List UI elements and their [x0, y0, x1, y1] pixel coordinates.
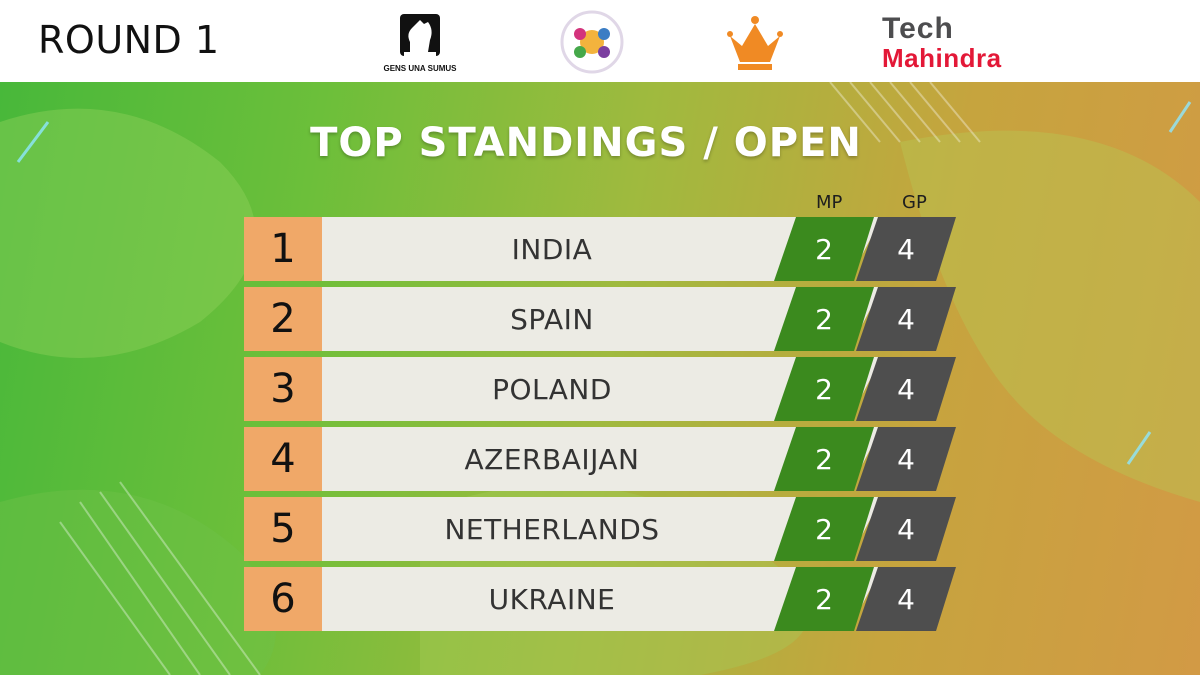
fide-caption: GENS UNA SUMUS	[383, 64, 457, 73]
standings-row: 3 POLAND 2 4	[244, 357, 964, 421]
standings-row: 1 INDIA 2 4	[244, 217, 964, 281]
rank-cell: 5	[244, 497, 322, 561]
team-name: AZERBAIJAN	[464, 442, 640, 476]
standings-title: TOP STANDINGS / OPEN	[310, 120, 862, 166]
tech-mahindra-logo: Tech Mahindra	[882, 14, 1062, 86]
gp-column-header: GP	[902, 192, 927, 213]
standings-row: 4 AZERBAIJAN 2 4	[244, 427, 964, 491]
rank-cell: 6	[244, 567, 322, 631]
rank-cell: 4	[244, 427, 322, 491]
standings-row: 5 NETHERLANDS 2 4	[244, 497, 964, 561]
team-name: POLAND	[492, 372, 612, 406]
team-name: NETHERLANDS	[444, 512, 660, 546]
standings-row: 2 SPAIN 2 4	[244, 287, 964, 351]
header-bar: ROUND 1 GENS UNA SUMUS Tech Mahindr	[0, 0, 1200, 82]
rank-cell: 1	[244, 217, 322, 281]
team-name: SPAIN	[510, 302, 594, 336]
mp-column-header: MP	[816, 192, 843, 213]
olympiad-logo	[552, 6, 632, 78]
rank-cell: 2	[244, 287, 322, 351]
aicf-crown-logo	[720, 6, 790, 78]
sponsor-bottom-text: Mahindra	[882, 43, 1002, 73]
rank-cell: 3	[244, 357, 322, 421]
standings-row: 6 UKRAINE 2 4	[244, 567, 964, 631]
mp-cell: 2	[774, 287, 874, 351]
round-title: ROUND 1	[38, 18, 220, 62]
sponsor-top-text: Tech	[882, 12, 954, 45]
team-name: UKRAINE	[488, 582, 616, 616]
team-name: INDIA	[511, 232, 593, 266]
fide-knight-logo: GENS UNA SUMUS	[380, 6, 460, 78]
